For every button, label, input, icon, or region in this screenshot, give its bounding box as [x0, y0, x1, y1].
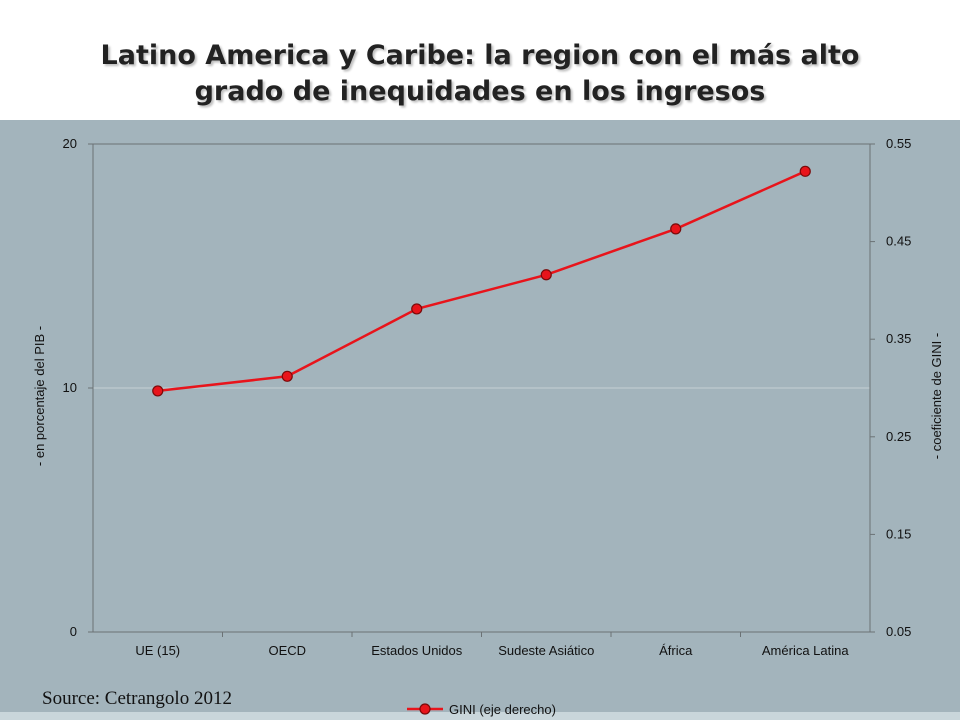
bottom-border — [0, 712, 960, 720]
y-right-tick-label: 0.15 — [886, 526, 911, 541]
x-category-label: UE (15) — [135, 643, 180, 658]
title-line-1: Latino America y Caribe: la region con e… — [100, 40, 860, 71]
y-right-tick-label: 0.55 — [886, 136, 911, 151]
source-note: Source: Cetrangolo 2012 — [42, 688, 232, 709]
title-line-2: grado de inequidades en los ingresos — [194, 76, 766, 107]
gini-point-1 — [281, 370, 293, 382]
title-area: Latino America y Caribe: la region con e… — [0, 0, 960, 120]
x-category-label: OECD — [268, 643, 306, 658]
x-category-label: Estados Unidos — [371, 643, 463, 658]
y-right-tick-label: 0.25 — [886, 429, 911, 444]
x-category-label: Sudeste Asiático — [498, 643, 594, 658]
gini-point-4 — [670, 223, 682, 235]
y-right-axis-title: - coeficiente de GINI - — [929, 333, 944, 459]
gini-point-5 — [799, 165, 811, 177]
y-right-tick-label: 0.05 — [886, 624, 911, 639]
y-left-tick-label: 20 — [63, 136, 77, 151]
y-left-tick-label: 10 — [63, 380, 77, 395]
x-category-label: América Latina — [762, 643, 849, 658]
gini-point-3 — [540, 269, 552, 281]
chart-panel — [0, 120, 960, 720]
y-right-tick-label: 0.35 — [886, 331, 911, 346]
y-left-tick-label: 0 — [70, 624, 77, 639]
x-category-label: África — [659, 643, 693, 658]
y-left-axis-title: - en porcentaje del PIB - — [32, 326, 47, 466]
y-right-tick-label: 0.45 — [886, 234, 911, 249]
legend-entry-gini: GINI (eje derecho) — [449, 702, 556, 717]
gini-point-0 — [152, 385, 164, 397]
gini-series-line — [157, 170, 806, 393]
slide-title: Latino America y Caribe: la region con e… — [0, 38, 960, 110]
gini-point-2 — [411, 303, 423, 315]
legend-marker-swatch — [419, 703, 431, 715]
